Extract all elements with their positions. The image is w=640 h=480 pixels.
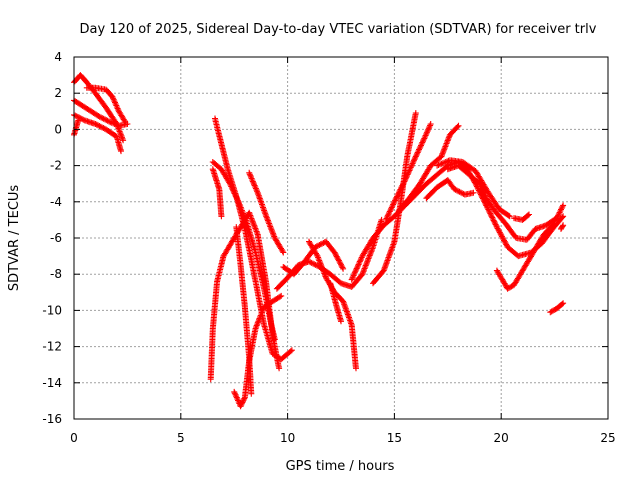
data-point-markers xyxy=(423,177,477,202)
data-point-markers xyxy=(71,117,82,138)
data-point-markers xyxy=(246,169,287,256)
y-tick-label: -12 xyxy=(42,340,62,354)
y-tick-label: 0 xyxy=(54,122,62,136)
series-arc-25 xyxy=(493,220,558,292)
series-arc-28 xyxy=(511,211,532,223)
series-arc-27 xyxy=(558,222,567,232)
series-arc-14 xyxy=(280,238,347,278)
y-tick-label: -10 xyxy=(42,303,62,317)
x-tick-label: 5 xyxy=(177,431,185,445)
series-arc-12 xyxy=(246,169,287,256)
series-arc-21 xyxy=(423,177,477,202)
x-tick-label: 0 xyxy=(70,431,78,445)
series-arc-19 xyxy=(382,121,434,223)
x-tick-label: 20 xyxy=(494,431,509,445)
data-point-markers xyxy=(209,166,225,220)
data-point-markers xyxy=(280,238,347,278)
data-point-markers xyxy=(558,222,567,232)
data-point-markers xyxy=(71,111,124,155)
series-arc-11 xyxy=(233,224,255,397)
series-arc-16 xyxy=(327,280,344,325)
tick-layer: 0 5 10 15 20 25 -16 -14 -12 -10 -8 -6 -4 -2 0 2 4 xyxy=(42,50,615,445)
y-tick-label: -16 xyxy=(42,412,62,426)
data-point-markers xyxy=(233,224,255,397)
series-arc-3 xyxy=(71,111,124,155)
chart-title: Day 120 of 2025, Sidereal Day-to-day VTE… xyxy=(80,22,597,37)
y-tick-label: 4 xyxy=(54,50,62,64)
data-point-markers xyxy=(306,238,359,372)
x-tick-label: 15 xyxy=(387,431,402,445)
y-axis-label: SDTVAR / TECUs xyxy=(7,185,22,292)
data-point-markers xyxy=(547,300,567,316)
series-arc-5 xyxy=(71,117,82,138)
y-tick-label: -6 xyxy=(50,231,62,245)
data-point-markers xyxy=(327,280,344,325)
x-tick-label: 25 xyxy=(600,431,615,445)
y-tick-label: -4 xyxy=(50,195,62,209)
data-layer xyxy=(71,72,567,410)
data-point-markers xyxy=(395,122,462,214)
series-arc-26 xyxy=(547,300,567,316)
series-arc-15 xyxy=(306,238,359,372)
y-tick-label: 2 xyxy=(54,86,62,100)
series-arc-8 xyxy=(209,166,225,220)
y-tick-label: -8 xyxy=(50,267,62,281)
series-arc-20 xyxy=(395,122,462,214)
series-arc-23 xyxy=(444,162,567,243)
y-tick-label: -2 xyxy=(50,159,62,173)
data-point-markers xyxy=(83,84,129,126)
series-arc-4 xyxy=(83,84,129,126)
data-point-markers xyxy=(382,121,434,223)
x-tick-label: 10 xyxy=(280,431,295,445)
data-point-markers xyxy=(444,162,567,243)
data-point-markers xyxy=(511,211,532,223)
data-point-markers xyxy=(493,220,558,292)
grid-layer xyxy=(74,57,608,419)
y-tick-label: -14 xyxy=(42,376,62,390)
x-axis-label: GPS time / hours xyxy=(286,459,395,474)
